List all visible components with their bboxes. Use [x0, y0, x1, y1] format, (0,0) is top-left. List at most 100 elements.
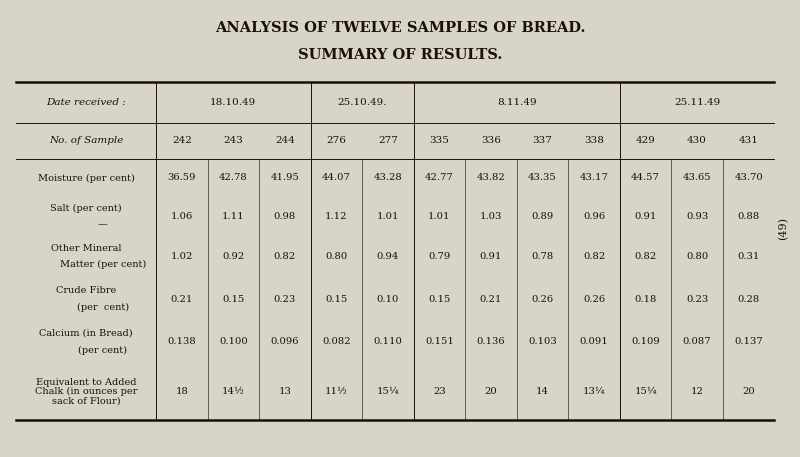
Text: 0.10: 0.10	[377, 295, 399, 304]
Text: (per  cent): (per cent)	[77, 303, 129, 312]
Text: 0.082: 0.082	[322, 337, 350, 346]
Text: Chalk (in ounces per: Chalk (in ounces per	[35, 387, 137, 396]
Text: 0.23: 0.23	[274, 295, 296, 304]
Text: 0.98: 0.98	[274, 212, 296, 221]
Text: 1.03: 1.03	[480, 212, 502, 221]
Text: 41.95: 41.95	[270, 174, 299, 182]
Text: 23: 23	[433, 387, 446, 396]
Text: 15¼: 15¼	[377, 387, 399, 396]
Text: 8.11.49: 8.11.49	[497, 98, 537, 107]
Text: 0.137: 0.137	[734, 337, 763, 346]
Text: 0.21: 0.21	[170, 295, 193, 304]
Text: 0.79: 0.79	[428, 252, 450, 261]
Text: 25.10.49.: 25.10.49.	[338, 98, 387, 107]
Text: 243: 243	[223, 136, 243, 145]
Text: 0.15: 0.15	[222, 295, 245, 304]
Text: 13¼: 13¼	[582, 387, 606, 396]
Text: 338: 338	[584, 136, 604, 145]
Text: 0.096: 0.096	[270, 337, 299, 346]
Text: 0.136: 0.136	[477, 337, 506, 346]
Text: 43.70: 43.70	[734, 174, 763, 182]
Text: 0.78: 0.78	[531, 252, 554, 261]
Text: SUMMARY OF RESULTS.: SUMMARY OF RESULTS.	[298, 48, 502, 62]
Text: 0.91: 0.91	[480, 252, 502, 261]
Text: Other Mineral: Other Mineral	[50, 244, 122, 253]
Text: 0.82: 0.82	[583, 252, 605, 261]
Text: 0.82: 0.82	[634, 252, 657, 261]
Text: 0.103: 0.103	[528, 337, 557, 346]
Text: 1.02: 1.02	[170, 252, 193, 261]
Text: 11½: 11½	[325, 387, 348, 396]
Text: sack of Flour): sack of Flour)	[52, 396, 120, 405]
Text: Calcium (in Bread): Calcium (in Bread)	[39, 329, 133, 338]
Text: 0.18: 0.18	[634, 295, 657, 304]
Text: 1.06: 1.06	[170, 212, 193, 221]
Text: 20: 20	[742, 387, 755, 396]
Text: 0.26: 0.26	[583, 295, 605, 304]
Text: 276: 276	[326, 136, 346, 145]
Text: (per cent): (per cent)	[78, 345, 127, 355]
Text: 42.78: 42.78	[219, 174, 248, 182]
Text: 0.26: 0.26	[531, 295, 554, 304]
Text: 18: 18	[175, 387, 188, 396]
Text: 0.15: 0.15	[325, 295, 347, 304]
Text: 1.11: 1.11	[222, 212, 245, 221]
Text: 0.96: 0.96	[583, 212, 605, 221]
Text: 43.28: 43.28	[374, 174, 402, 182]
Text: 0.28: 0.28	[738, 295, 760, 304]
Text: 0.89: 0.89	[531, 212, 554, 221]
Text: Crude Fibre: Crude Fibre	[56, 287, 116, 296]
Text: 431: 431	[738, 136, 758, 145]
Text: 42.77: 42.77	[425, 174, 454, 182]
Text: 20: 20	[485, 387, 498, 396]
Text: No. of Sample: No. of Sample	[49, 136, 123, 145]
Text: 242: 242	[172, 136, 192, 145]
Text: 0.93: 0.93	[686, 212, 708, 221]
Text: 25.11.49: 25.11.49	[674, 98, 720, 107]
Text: 43.65: 43.65	[682, 174, 711, 182]
Text: 0.82: 0.82	[274, 252, 296, 261]
Text: 0.88: 0.88	[738, 212, 760, 221]
Text: Equivalent to Added: Equivalent to Added	[36, 378, 136, 387]
Text: 429: 429	[636, 136, 655, 145]
Text: 0.91: 0.91	[634, 212, 657, 221]
Text: (49): (49)	[778, 217, 788, 240]
Text: 14½: 14½	[222, 387, 245, 396]
Text: 335: 335	[430, 136, 450, 145]
Text: 0.110: 0.110	[374, 337, 402, 346]
Text: 0.15: 0.15	[428, 295, 450, 304]
Text: 0.80: 0.80	[686, 252, 708, 261]
Text: 44.57: 44.57	[631, 174, 660, 182]
Text: 0.091: 0.091	[580, 337, 609, 346]
Text: 12: 12	[690, 387, 703, 396]
Text: 0.31: 0.31	[738, 252, 760, 261]
Text: Moisture (per cent): Moisture (per cent)	[38, 173, 134, 182]
Text: Matter (per cent): Matter (per cent)	[60, 260, 146, 270]
Text: Salt (per cent): Salt (per cent)	[50, 203, 122, 213]
Text: 15¼: 15¼	[634, 387, 657, 396]
Text: —: —	[98, 220, 108, 229]
Text: 0.94: 0.94	[377, 252, 399, 261]
Text: 43.17: 43.17	[579, 174, 609, 182]
Text: 0.109: 0.109	[631, 337, 660, 346]
Text: 13: 13	[278, 387, 291, 396]
Text: 337: 337	[533, 136, 553, 145]
Text: 336: 336	[481, 136, 501, 145]
Text: 1.01: 1.01	[428, 212, 450, 221]
Text: 0.151: 0.151	[425, 337, 454, 346]
Text: 14: 14	[536, 387, 549, 396]
Text: 0.100: 0.100	[219, 337, 248, 346]
Text: 43.82: 43.82	[477, 174, 506, 182]
Text: 0.138: 0.138	[167, 337, 196, 346]
Text: 0.087: 0.087	[682, 337, 711, 346]
Text: 277: 277	[378, 136, 398, 145]
Text: Date received :: Date received :	[46, 98, 126, 107]
Text: 43.35: 43.35	[528, 174, 557, 182]
Text: 0.80: 0.80	[326, 252, 347, 261]
Text: ANALYSIS OF TWELVE SAMPLES OF BREAD.: ANALYSIS OF TWELVE SAMPLES OF BREAD.	[214, 21, 586, 35]
Text: 0.21: 0.21	[480, 295, 502, 304]
Text: 0.23: 0.23	[686, 295, 708, 304]
Text: 18.10.49: 18.10.49	[210, 98, 257, 107]
Text: 244: 244	[275, 136, 294, 145]
Text: 0.92: 0.92	[222, 252, 245, 261]
